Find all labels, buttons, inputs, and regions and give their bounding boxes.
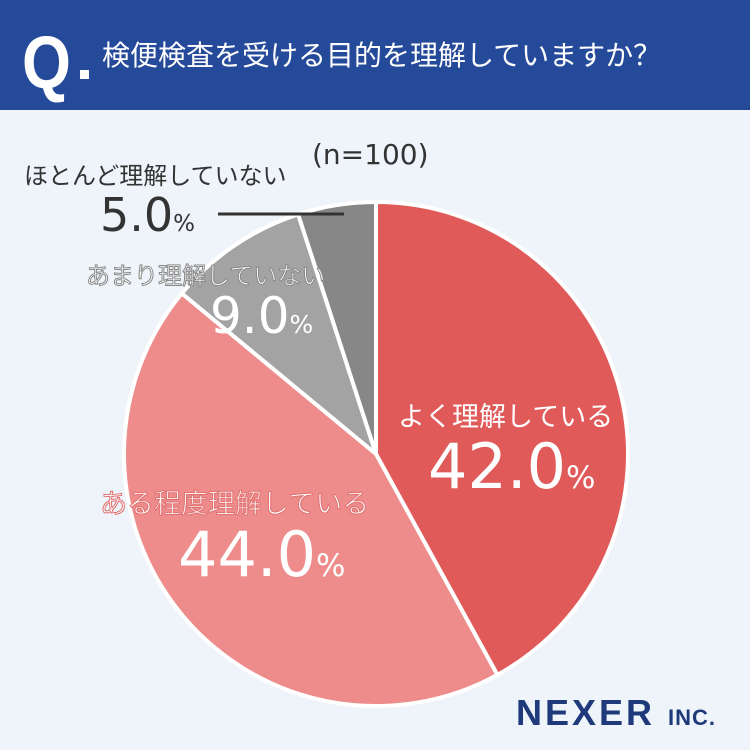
q-mark: Q [22,21,71,104]
question-title: 検便検査を受ける目的を理解していますか？ [102,39,662,72]
pie-slice-2 [179,211,381,460]
slice-value-2: 9.0% [210,287,314,345]
nexer-logo: NEXER INC. [516,692,717,733]
slice-label-1: ある程度理解している [99,489,370,521]
slice-value-3: 5.0% [100,188,196,242]
slice-value-0: 42.0% [428,430,596,503]
pie-slice-1 [122,290,501,708]
question-header: Q 検便検査を受ける目的を理解していますか？ [0,0,750,110]
slice-label-3: ほとんど理解していない [24,162,287,190]
sample-size: (n=100) [312,138,429,171]
slice-value-1: 44.0% [178,518,346,591]
slice-label-2: あまり理解していない [85,262,326,291]
pie-slice-0 [374,199,630,678]
q-dot [80,70,89,79]
slice-label-0: よく理解している [398,402,614,433]
